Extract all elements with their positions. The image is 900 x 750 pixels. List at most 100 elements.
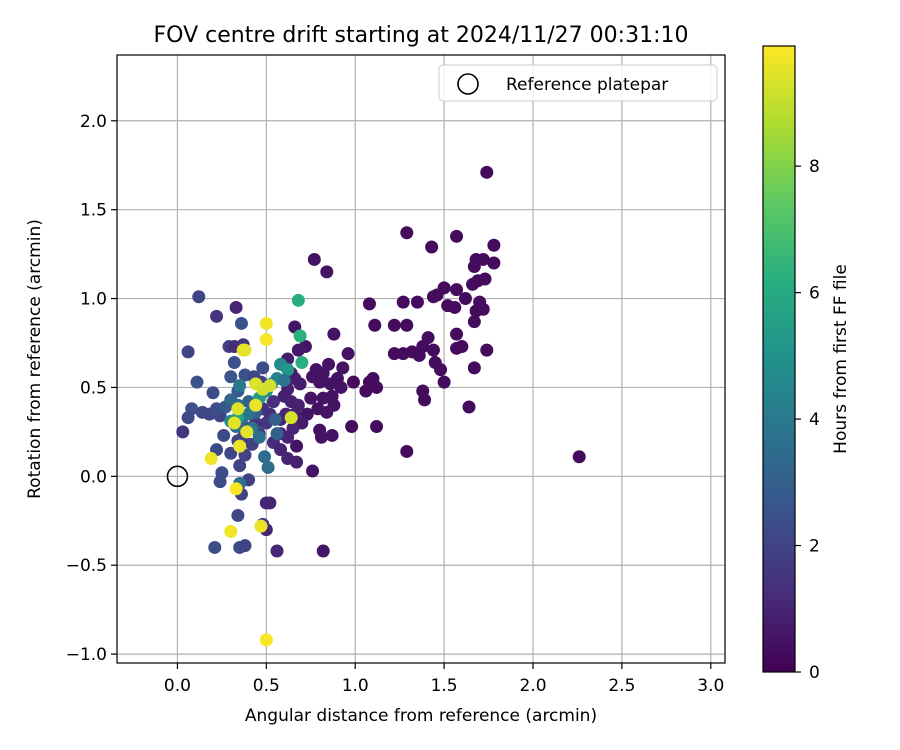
x-tick-label: 3.0 [697, 676, 724, 696]
data-point [233, 459, 247, 473]
data-point [291, 293, 305, 307]
data-point [327, 398, 341, 412]
data-point [261, 460, 275, 474]
data-point [263, 496, 277, 510]
data-point [400, 444, 414, 458]
data-point [314, 430, 328, 444]
data-point [313, 375, 327, 389]
data-point [229, 482, 243, 496]
data-point [252, 430, 266, 444]
data-point [480, 343, 494, 357]
colorbar-tick-label: 0 [809, 663, 820, 683]
data-point [359, 384, 373, 398]
legend-label-reference: Reference platepar [506, 75, 668, 95]
data-point [284, 411, 298, 425]
data-point [480, 165, 494, 179]
data-point [229, 300, 243, 314]
data-point [462, 400, 476, 414]
plot-frame [116, 54, 726, 664]
data-point [346, 375, 360, 389]
data-point [249, 398, 263, 412]
data-point [341, 347, 355, 361]
data-point [467, 260, 481, 274]
colorbar-ticks: 0 2 4 6 8 [795, 157, 820, 683]
data-point [281, 363, 295, 377]
y-tick-label: −1.0 [66, 645, 107, 665]
data-point [387, 347, 401, 361]
data-point [410, 295, 424, 309]
data-point [281, 430, 295, 444]
data-point [396, 295, 410, 309]
data-point [307, 252, 321, 266]
colorbar-tick-label: 2 [809, 537, 820, 557]
y-axis-ticks: −1.0 −0.5 0.0 0.5 1.0 1.5 2.0 [66, 112, 117, 665]
colorbar-tick-label: 8 [809, 157, 820, 177]
x-tick-label: 1.0 [342, 676, 369, 696]
data-point [327, 327, 341, 341]
y-tick-label: 1.5 [80, 201, 107, 221]
data-point [345, 420, 359, 434]
data-point [234, 316, 248, 330]
colorbar-gradient [762, 45, 796, 673]
x-tick-label: 2.0 [519, 676, 546, 696]
y-tick-label: −0.5 [66, 556, 107, 576]
legend-box [438, 64, 718, 102]
data-point [487, 256, 501, 270]
colorbar-tick-label: 6 [809, 284, 820, 304]
data-point [240, 425, 254, 439]
data-point [277, 373, 291, 387]
data-point [259, 332, 273, 346]
data-point [455, 340, 469, 354]
data-point [428, 356, 442, 370]
data-point [231, 508, 245, 522]
data-point [478, 272, 492, 286]
data-point [336, 361, 350, 375]
data-point [316, 391, 330, 405]
data-point [176, 425, 190, 439]
data-point [487, 238, 501, 252]
data-point [450, 283, 464, 297]
data-point [208, 540, 222, 554]
data-point [259, 633, 273, 647]
data-point [210, 309, 224, 323]
data-point [270, 427, 284, 441]
data-point [268, 412, 282, 426]
data-point [233, 439, 247, 453]
y-axis-label: Rotation from reference (arcmin) [25, 219, 45, 499]
data-points [176, 165, 586, 647]
data-point [224, 446, 238, 460]
data-point [450, 327, 464, 341]
data-point [217, 428, 231, 442]
colorbar-tick-label: 4 [809, 410, 820, 430]
data-point [458, 292, 472, 306]
data-point [320, 265, 334, 279]
data-point [224, 524, 238, 538]
data-point [256, 382, 270, 396]
data-point [206, 386, 220, 400]
data-point [204, 452, 218, 466]
data-point [450, 229, 464, 243]
data-point [293, 329, 307, 343]
data-point [227, 416, 241, 430]
y-tick-label: 1.0 [80, 290, 107, 310]
data-point [426, 290, 440, 304]
y-tick-label: 0.5 [80, 378, 107, 398]
data-point [476, 252, 490, 266]
data-point [387, 318, 401, 332]
data-point [418, 393, 432, 407]
data-point [425, 240, 439, 254]
data-point [368, 318, 382, 332]
data-point [258, 450, 272, 464]
data-point [259, 316, 273, 330]
data-point [572, 450, 586, 464]
data-point [370, 380, 384, 394]
data-point [290, 455, 304, 469]
data-point [306, 464, 320, 478]
data-point [231, 402, 245, 416]
data-point [256, 361, 270, 375]
y-tick-label: 2.0 [80, 112, 107, 132]
data-point [190, 375, 204, 389]
x-axis-ticks: 0.0 0.5 1.0 1.5 2.0 2.5 3.0 [164, 663, 724, 696]
data-point [316, 544, 330, 558]
